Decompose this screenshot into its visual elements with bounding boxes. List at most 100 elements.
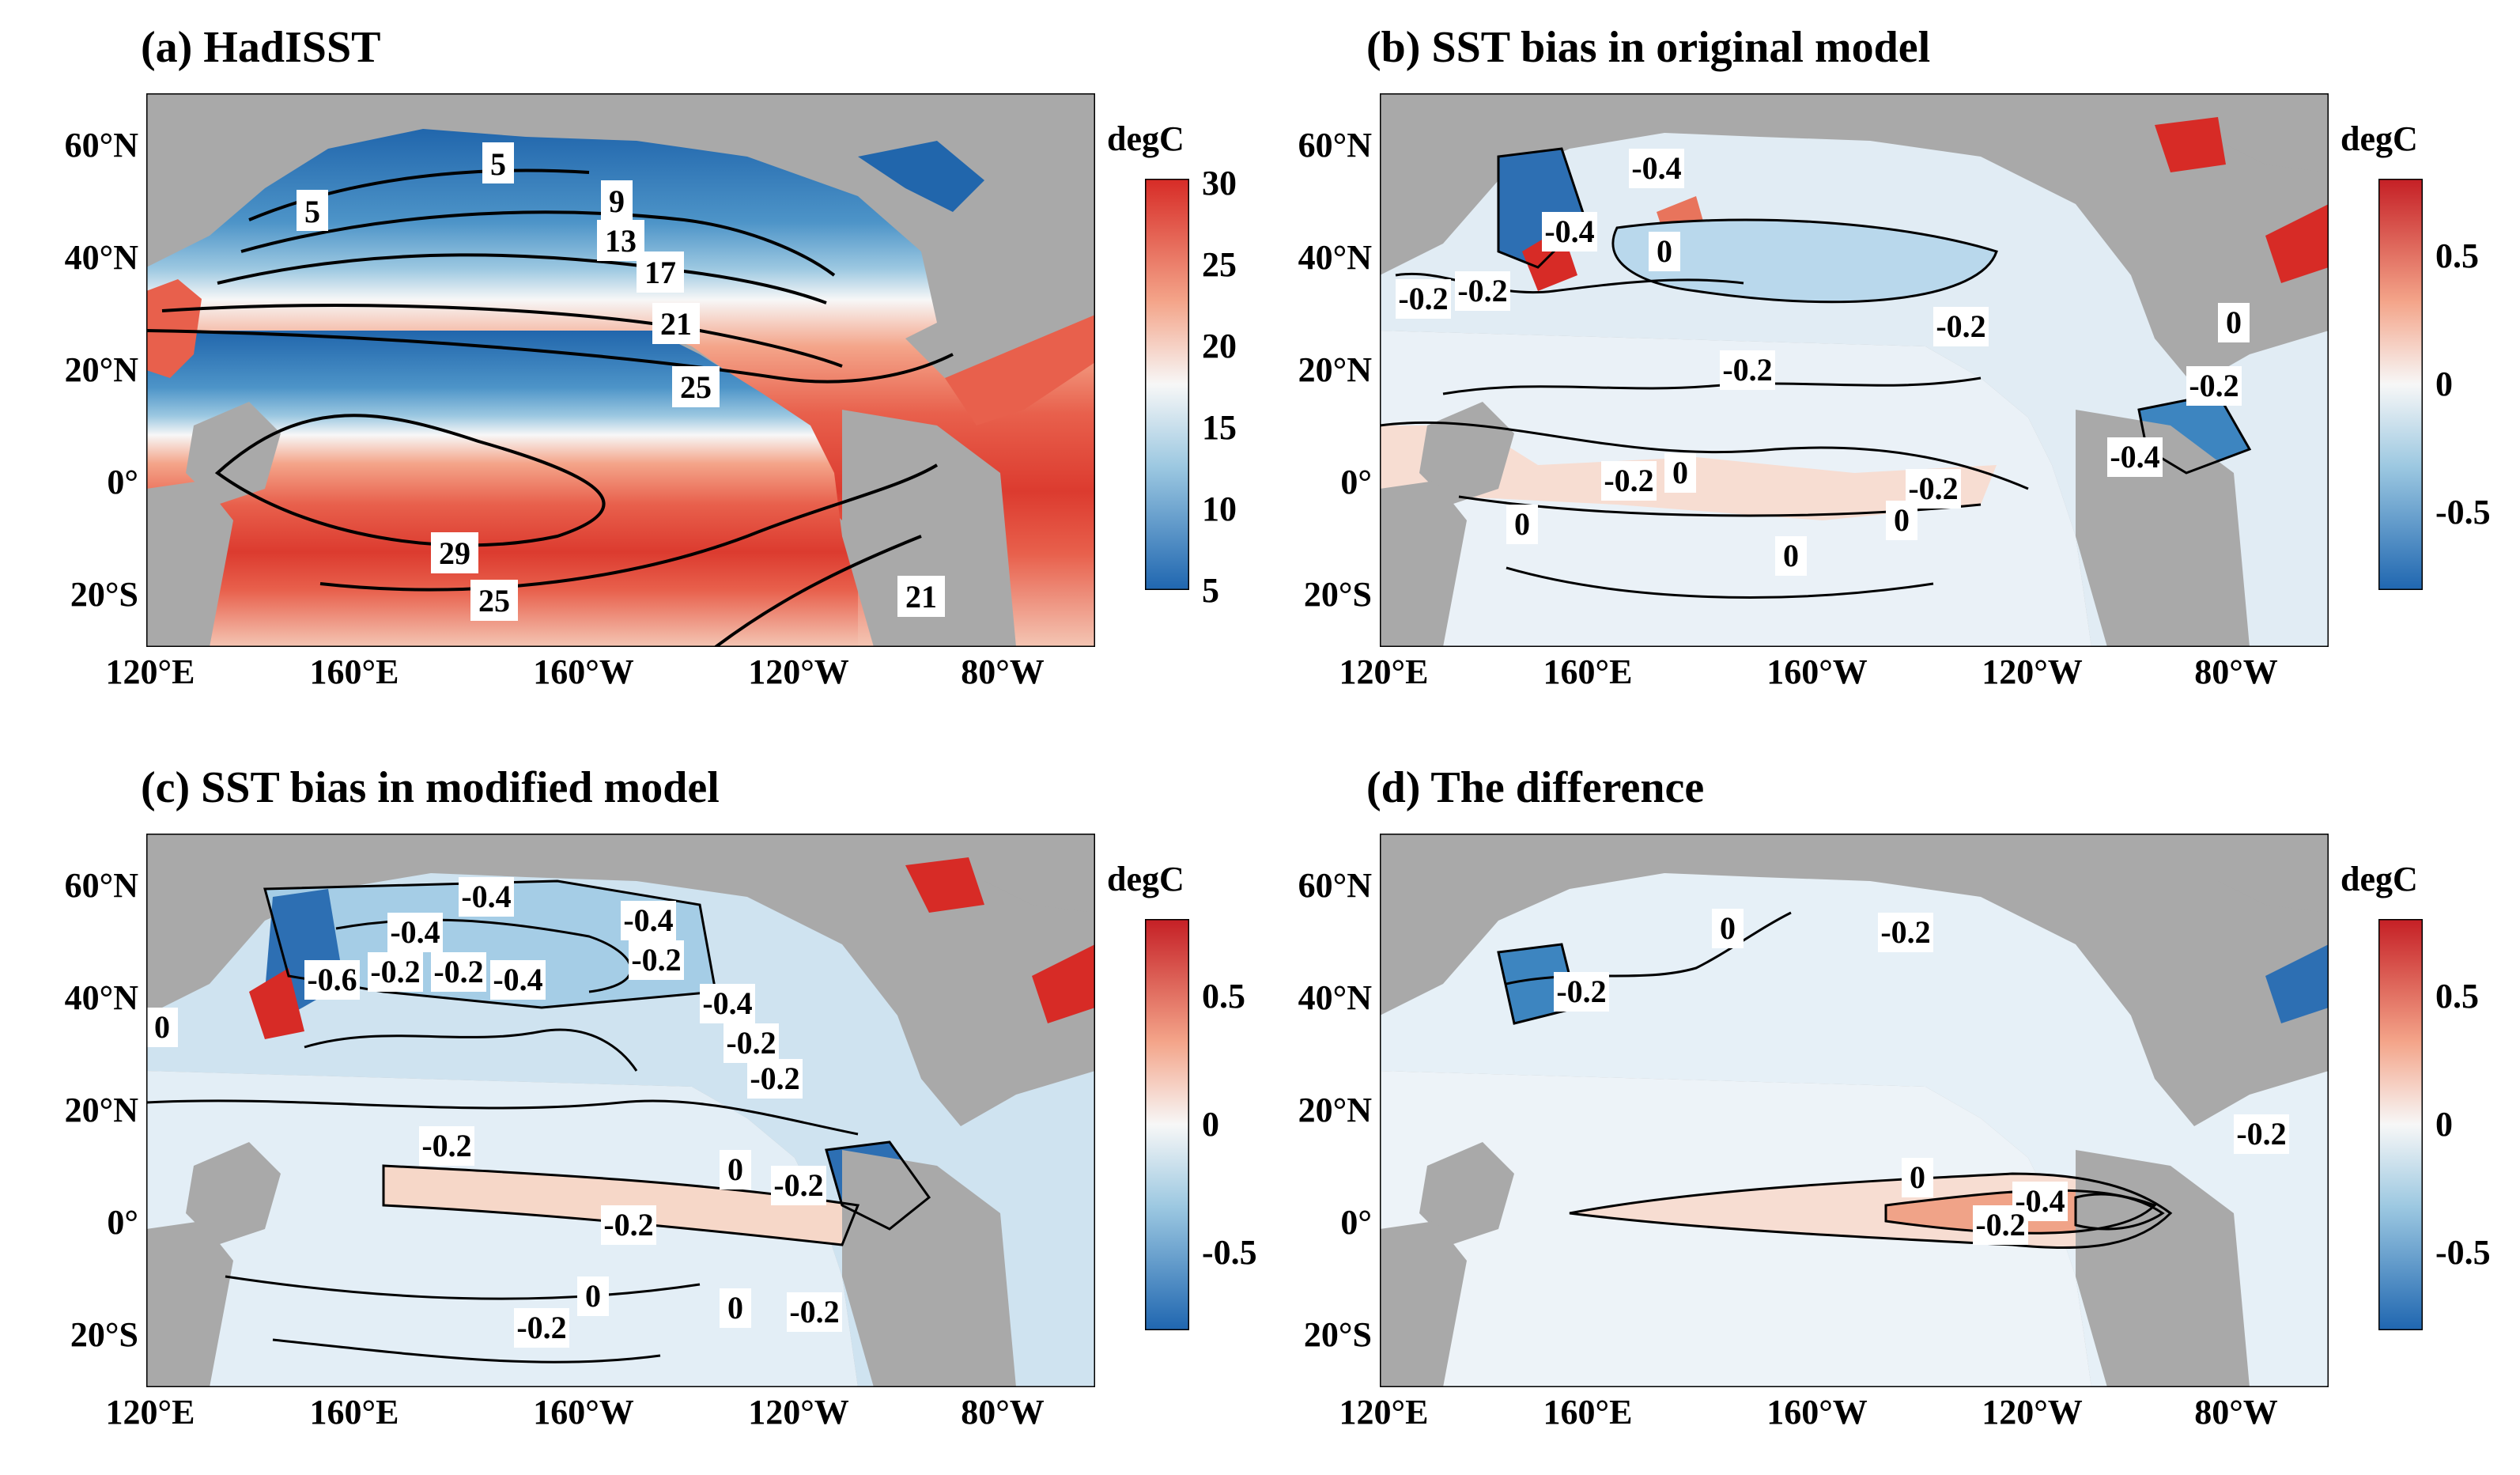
lon-tick: 120°E — [1339, 1393, 1429, 1432]
cold-bias-patch — [2265, 944, 2329, 1023]
contour-label-group: 5 5 9 13 17 21 25 29 25 21 — [297, 142, 945, 621]
colorbar-tick: 5 — [1202, 571, 1219, 610]
contour-label: -0.4 — [702, 985, 752, 1021]
warm-bias-patch — [2155, 117, 2226, 172]
contour-label-group: -0.4 -0.4 0 -0.2 -0.2 -0.2 -0.2 -0.2 0 -… — [1396, 149, 2250, 576]
australia — [146, 481, 233, 647]
maritime-continent — [186, 402, 281, 505]
lat-tick: 0° — [107, 463, 138, 501]
contour-label: 25 — [478, 583, 510, 618]
lat-tick: 20°N — [1298, 1091, 1372, 1129]
lat-tick: 0° — [1340, 1203, 1372, 1242]
contour-label: -0.2 — [2189, 368, 2239, 403]
lon-tick: 80°W — [961, 652, 1045, 691]
warm-bias-patch — [2265, 204, 2329, 283]
contour-label: -0.4 — [1544, 214, 1594, 249]
south-america — [842, 1150, 1016, 1387]
contour-label: -0.2 — [773, 1167, 823, 1203]
colorbar-c — [1145, 919, 1189, 1330]
contour-label: 0 — [1910, 1159, 1925, 1195]
contour-label: 21 — [660, 306, 692, 342]
lon-tick: 80°W — [961, 1393, 1045, 1432]
contour-label: -0.4 — [461, 879, 511, 914]
colorbar-tick: 10 — [1202, 490, 1237, 528]
lat-tick: 20°N — [64, 350, 138, 389]
contour-label-group: 0 -0.2 -0.2 0 -0.4 -0.2 -0.2 — [1554, 909, 2289, 1245]
lon-tick: 120°W — [748, 1393, 849, 1432]
lon-tick: 160°W — [533, 652, 634, 691]
lon-tick: 160°E — [309, 652, 399, 691]
lat-tick: 60°N — [1298, 126, 1372, 165]
lat-tick: 20°N — [1298, 350, 1372, 389]
caribbean-sea — [945, 315, 1095, 425]
contour-label: -0.2 — [631, 942, 681, 978]
contour-label-group: -0.4 -0.4 -0.4 -0.6 -0.2 -0.2 -0.4 -0.2 … — [146, 877, 842, 1348]
lon-tick: 120°W — [748, 652, 849, 691]
warm-bias-patch — [1032, 944, 1095, 1023]
contour-label: -0.2 — [1457, 273, 1507, 308]
panel-c-title: (c) SST bias in modified model — [141, 763, 720, 812]
contour-label: 5 — [304, 194, 320, 229]
contour-label: 0 — [727, 1290, 743, 1326]
panel-d-title: (d) The difference — [1366, 763, 1705, 812]
colorbar-tick: -0.5 — [1202, 1233, 1257, 1272]
panel-b-title: (b) SST bias in original model — [1366, 23, 1931, 72]
colorbar-tick: -0.5 — [2435, 493, 2491, 531]
colorbar-tick: 15 — [1202, 408, 1237, 447]
panel-c-map: -0.4 -0.4 -0.4 -0.6 -0.2 -0.2 -0.4 -0.2 … — [146, 834, 1095, 1387]
lon-tick: 120°W — [1982, 652, 2083, 691]
contour-label: -0.6 — [307, 962, 357, 997]
lon-tick: 120°E — [1339, 652, 1429, 691]
contour-label: -0.2 — [726, 1025, 776, 1061]
lon-tick: 160°E — [309, 1393, 399, 1432]
colorbar-tick: 0.5 — [2435, 236, 2479, 275]
maritime-continent — [186, 1142, 281, 1245]
colorbar-unit: degC — [2341, 860, 2418, 898]
warm-pool-west — [146, 279, 202, 378]
warm-bias-patch — [249, 968, 304, 1039]
panel-b-map: -0.4 -0.4 0 -0.2 -0.2 -0.2 -0.2 -0.2 0 -… — [1380, 93, 2329, 647]
contour-label: 0 — [1514, 506, 1530, 542]
lon-tick: 120°E — [105, 1393, 195, 1432]
contour-label: 0 — [1720, 910, 1736, 946]
colorbar-tick: -0.5 — [2435, 1233, 2491, 1272]
ocean-field-south — [146, 331, 858, 647]
south-america — [2076, 1150, 2250, 1387]
contour-label: -0.2 — [1604, 463, 1653, 498]
contour-label: -0.2 — [1398, 281, 1448, 316]
contour-label: -0.2 — [789, 1294, 839, 1329]
contour-label: -0.4 — [493, 962, 542, 997]
lat-tick: 40°N — [64, 978, 138, 1017]
lat-tick: 20°S — [70, 1315, 138, 1354]
contour-label: 13 — [605, 223, 637, 259]
colorbar-tick: 0 — [2435, 1105, 2453, 1144]
contour-label: -0.2 — [1722, 352, 1772, 388]
colorbar-tick: 0 — [1202, 1105, 1219, 1144]
colorbar-tick: 0 — [2435, 365, 2453, 403]
contour-label: -0.2 — [370, 954, 420, 989]
contour-label: -0.2 — [1908, 471, 1958, 506]
lat-tick: 20°N — [64, 1091, 138, 1129]
lat-tick: 0° — [107, 1203, 138, 1242]
panel-d-map: 0 -0.2 -0.2 0 -0.4 -0.2 -0.2 — [1380, 834, 2329, 1387]
contour-label: 25 — [680, 369, 712, 405]
contour-label: 0 — [2226, 304, 2242, 340]
lon-tick: 160°W — [1766, 652, 1868, 691]
lon-tick: 160°W — [533, 1393, 634, 1432]
contour-label: 0 — [1894, 502, 1910, 538]
lat-tick: 40°N — [1298, 238, 1372, 277]
north-america-east — [1016, 93, 1095, 188]
contour-label: 9 — [609, 183, 625, 219]
colorbar-unit: degC — [1107, 119, 1184, 158]
panel-a-title: (a) HadISST — [141, 23, 381, 72]
contour-label: -0.4 — [390, 914, 440, 950]
contour-label: -0.2 — [1880, 914, 1930, 950]
colorbar-a — [1145, 179, 1189, 590]
lat-tick: 20°S — [1303, 1315, 1372, 1354]
contour-label: -0.2 — [2236, 1116, 2286, 1152]
lon-tick: 120°E — [105, 652, 195, 691]
south-america — [842, 410, 1016, 647]
lat-tick: 20°S — [70, 575, 138, 614]
colorbar-unit: degC — [1107, 860, 1184, 898]
contour-label: -0.2 — [1556, 974, 1606, 1009]
